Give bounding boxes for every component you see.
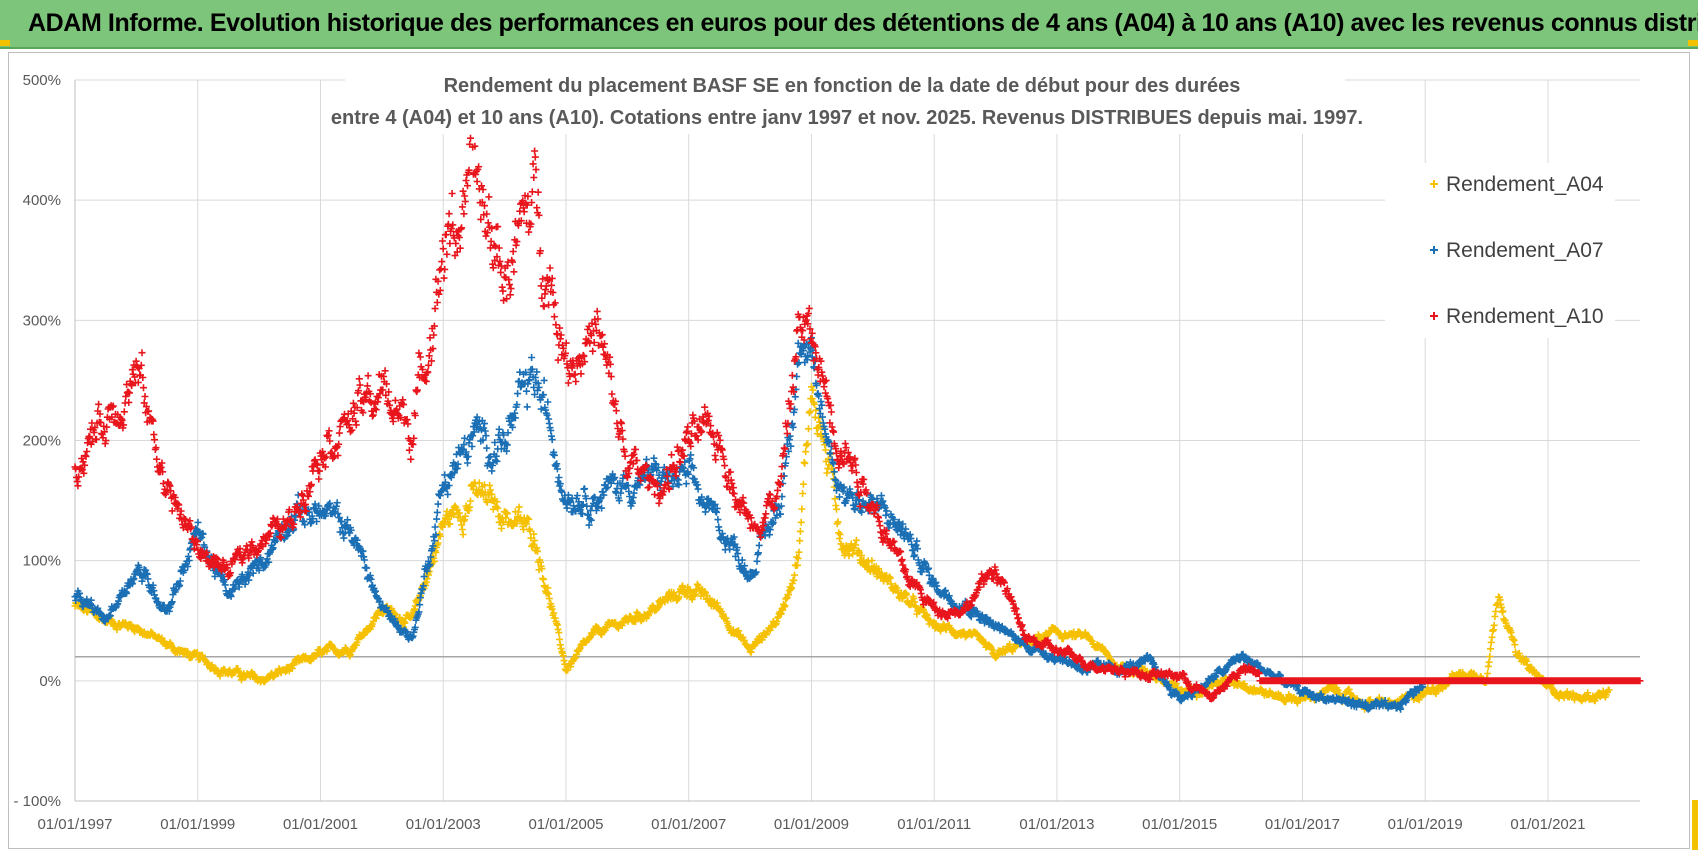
x-tick-label: 01/01/1997 <box>37 816 112 833</box>
x-tick-label: 01/01/2021 <box>1510 816 1585 833</box>
chart-title-line2: entre 4 (A04) et 10 ans (A10). Cotations… <box>331 107 1363 129</box>
data-points <box>71 125 1644 713</box>
y-tick-label: 0% <box>39 673 61 690</box>
chart-title-line1: Rendement du placement BASF SE en foncti… <box>444 75 1241 97</box>
y-tick-label: 400% <box>23 192 61 209</box>
x-tick-label: 01/01/2013 <box>1019 816 1094 833</box>
axes: - 100% 0% 100% 200% 300% 400% 500% 01/01/1997 01… <box>13 72 1640 833</box>
legend-background <box>1385 163 1615 338</box>
y-tick-label: - 100% <box>13 793 61 810</box>
corner-mark-top-left <box>0 40 10 46</box>
y-tick-label: 100% <box>23 553 61 570</box>
header-banner: ADAM Informe. Evolution historique des p… <box>0 0 1698 49</box>
y-tick-label: 200% <box>23 433 61 450</box>
title-background <box>345 70 1345 134</box>
x-tick-label: 01/01/2009 <box>774 816 849 833</box>
x-tick-label: 01/01/2015 <box>1142 816 1217 833</box>
series-Rendement_A10 <box>71 125 1644 703</box>
x-tick-label: 01/01/2001 <box>283 816 358 833</box>
legend-marker-Rendement_A04 <box>1430 180 1438 188</box>
legend-label: Rendement_A07 <box>1446 239 1604 262</box>
x-tick-label: 01/01/2003 <box>406 816 481 833</box>
x-tick-label: 01/01/2007 <box>651 816 726 833</box>
legend-marker-Rendement_A10 <box>1430 312 1438 320</box>
chart-frame <box>8 52 1690 849</box>
x-tick-label: 01/01/2019 <box>1388 816 1463 833</box>
series-marks-Rendement_A10 <box>71 125 1644 703</box>
y-tick-label: 300% <box>23 312 61 329</box>
legend-label: Rendement_A10 <box>1446 305 1604 328</box>
x-tick-label: 01/01/1999 <box>160 816 235 833</box>
corner-mark-top-right <box>1688 40 1698 46</box>
x-tick-label: 01/01/2005 <box>528 816 603 833</box>
x-tick-label: 01/01/2011 <box>897 816 971 833</box>
series-Rendement_A04 <box>71 383 1613 713</box>
series-marks-Rendement_A04 <box>71 383 1613 713</box>
banner-title: ADAM Informe. Evolution historique des p… <box>28 9 1698 37</box>
legend-marker-Rendement_A07 <box>1430 246 1438 254</box>
y-tick-label: 500% <box>23 72 61 89</box>
x-tick-label: 01/01/2017 <box>1265 816 1340 833</box>
legend-label: Rendement_A04 <box>1446 173 1604 196</box>
legend: Rendement_A04 Rendement_A07 Rendement_A10 <box>1385 163 1615 338</box>
corner-mark-bottom-right <box>1692 800 1698 850</box>
